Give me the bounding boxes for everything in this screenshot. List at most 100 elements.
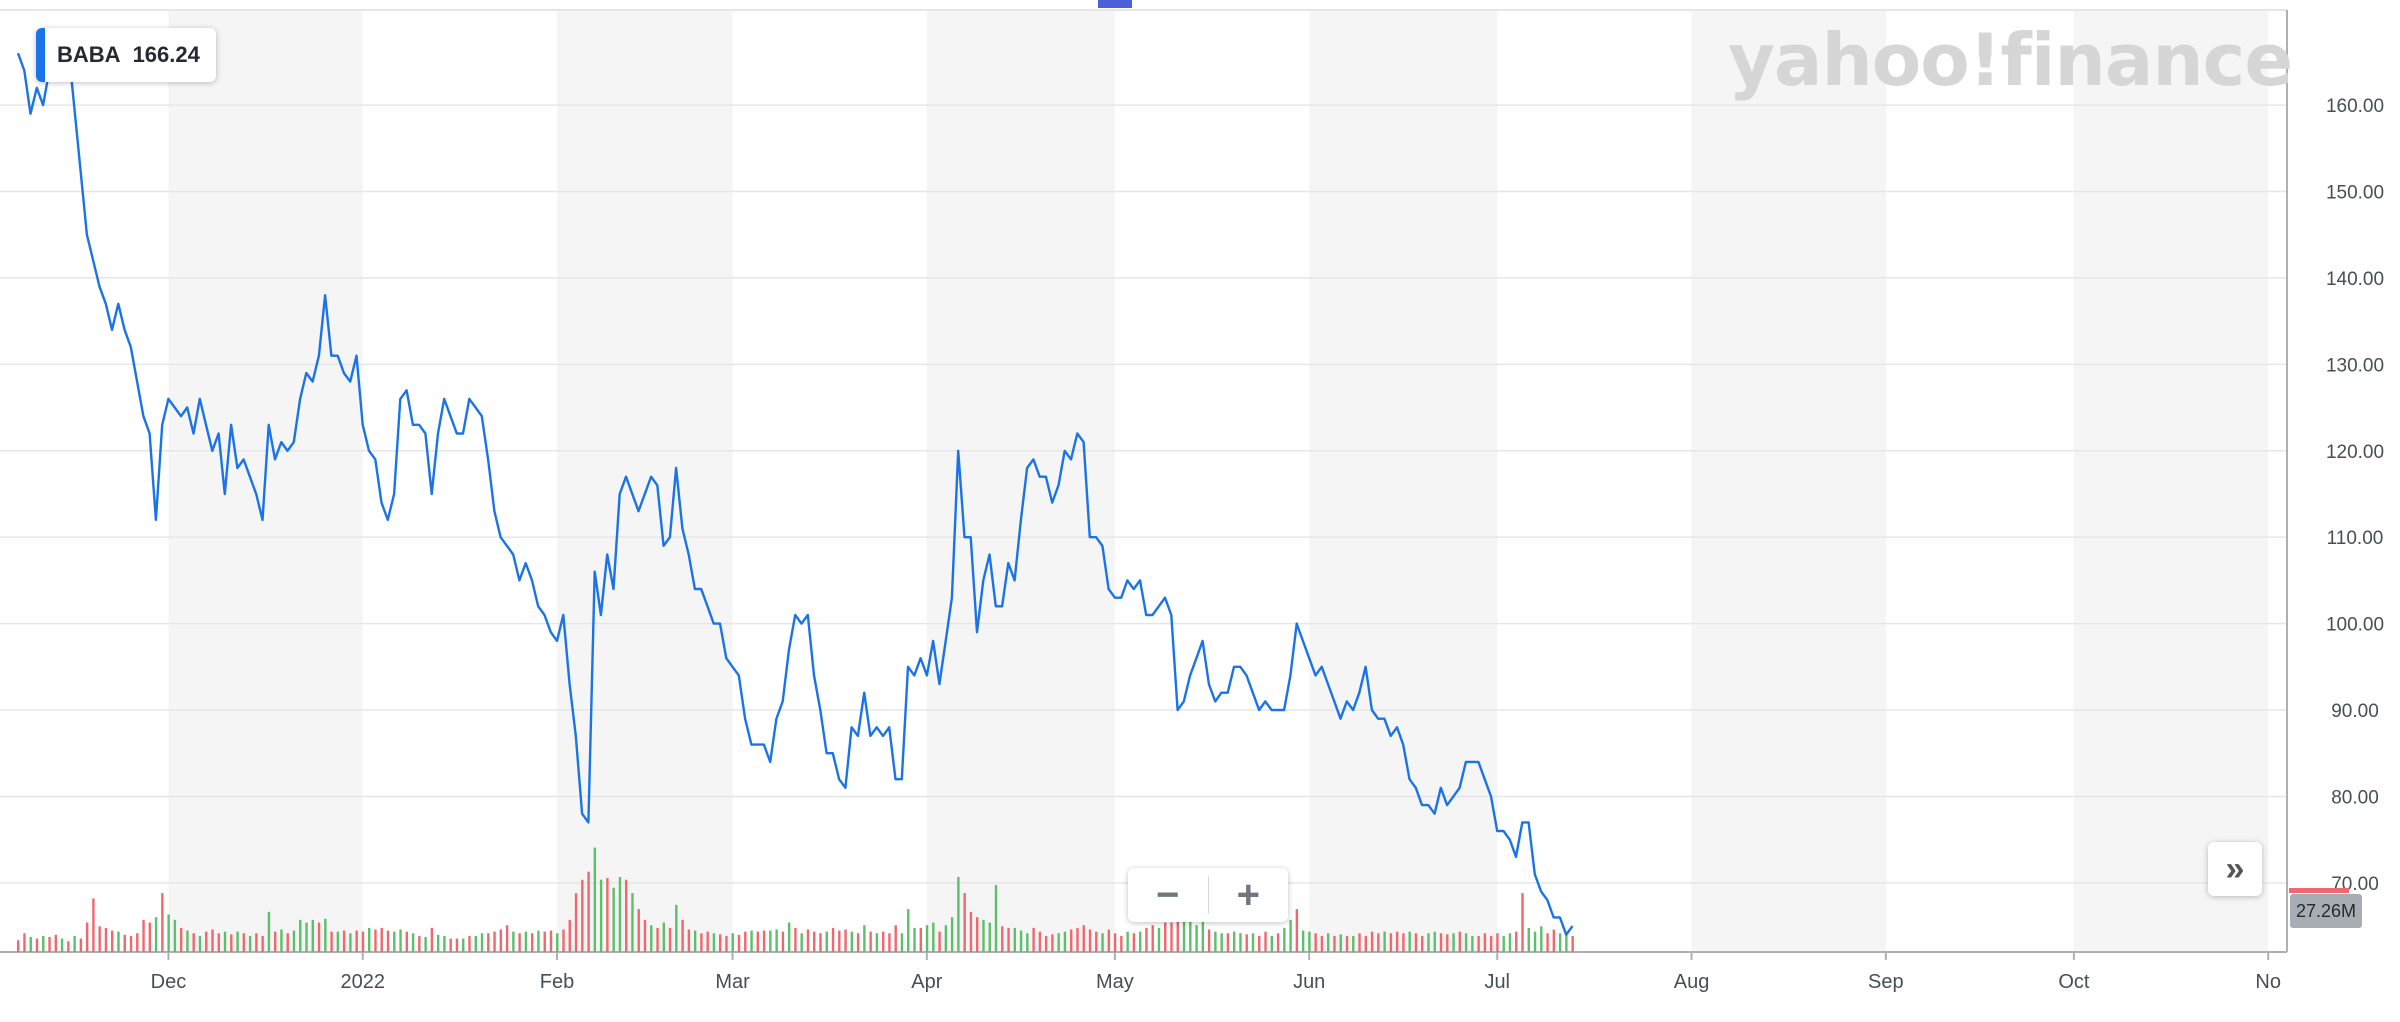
volume-bar xyxy=(349,933,352,952)
volume-bar xyxy=(881,931,885,952)
volume-bar xyxy=(1164,922,1167,952)
volume-bar xyxy=(480,933,484,952)
volume-bar xyxy=(1352,935,1355,952)
volume-bar xyxy=(631,893,634,952)
volume-bar xyxy=(706,931,709,952)
y-tick-label: 120.00 xyxy=(2326,442,2384,463)
volume-bar xyxy=(186,930,189,952)
volume-bar xyxy=(656,927,659,952)
volume-bar xyxy=(161,893,164,952)
y-tick-label: 140.00 xyxy=(2326,269,2384,290)
volume-bar xyxy=(530,933,534,952)
y-tick-label: 110.00 xyxy=(2327,528,2384,549)
volume-bar xyxy=(248,935,252,952)
volume-bar xyxy=(1113,933,1117,952)
volume-bar xyxy=(1264,931,1267,952)
volume-bar xyxy=(1395,931,1399,952)
volume-bar xyxy=(618,877,622,952)
volume-bar xyxy=(518,933,521,952)
volume-bar xyxy=(280,929,283,952)
volume-bar xyxy=(612,887,615,952)
price-line xyxy=(16,43,1574,936)
volume-bar xyxy=(819,933,822,952)
volume-bar xyxy=(662,922,665,952)
volume-bar xyxy=(593,847,597,952)
volume-bar xyxy=(217,933,220,952)
volume-bar xyxy=(1377,933,1380,952)
volume-bar xyxy=(462,938,465,952)
y-tick-label: 130.00 xyxy=(2326,355,2384,376)
volume-bar xyxy=(405,931,409,952)
volume-bar xyxy=(468,935,471,952)
volume-bar xyxy=(449,938,452,952)
volume-bar xyxy=(455,938,459,952)
volume-bar xyxy=(1088,929,1092,952)
volume-bar xyxy=(1552,929,1556,952)
volume-bar xyxy=(512,931,515,952)
volume-bar xyxy=(1276,933,1280,952)
volume-bar xyxy=(925,925,929,952)
volume-bar xyxy=(838,930,841,952)
month-band xyxy=(557,10,733,952)
volume-bar xyxy=(1138,931,1142,952)
volume-bar xyxy=(950,917,954,952)
volume-bar xyxy=(1176,898,1179,952)
volume-bar xyxy=(136,933,139,952)
volume-bar xyxy=(23,933,26,952)
volume-bar xyxy=(599,879,603,952)
volume-bar xyxy=(1007,927,1010,952)
volume-bar xyxy=(1533,931,1537,952)
volume-bar xyxy=(1565,931,1568,952)
volume-bar xyxy=(1251,933,1255,952)
volume-bar xyxy=(29,937,32,952)
volume-bar xyxy=(361,931,365,952)
volume-bar xyxy=(650,925,653,952)
volume-bar xyxy=(1370,931,1374,952)
volume-bar xyxy=(104,927,108,952)
volume-bar xyxy=(211,929,214,952)
volume-bar xyxy=(42,935,45,952)
volume-bar xyxy=(1308,931,1311,952)
volume-bar xyxy=(969,911,973,952)
x-tick-label: 2022 xyxy=(340,971,385,993)
volume-bar xyxy=(1245,934,1248,952)
volume-bar xyxy=(1214,931,1217,952)
volume-bar xyxy=(900,933,904,952)
volume-bar xyxy=(863,925,866,952)
volume-bar xyxy=(543,931,546,952)
volume-bar xyxy=(305,922,308,952)
zoom-in-button[interactable]: + xyxy=(1236,872,1260,917)
volume-bar xyxy=(299,919,302,952)
volume-bar xyxy=(994,885,998,952)
volume-bar xyxy=(725,935,728,952)
volume-bar xyxy=(98,926,101,952)
volume-bar xyxy=(731,933,734,952)
volume-bar xyxy=(825,931,828,952)
volume-bar xyxy=(963,893,966,952)
volume-bar xyxy=(775,929,778,952)
zoom-divider xyxy=(1207,876,1209,914)
expand-chart-icon[interactable]: » xyxy=(2208,842,2262,896)
volume-bar xyxy=(292,930,296,952)
volume-bar xyxy=(368,927,371,952)
volume-bar xyxy=(1032,927,1035,952)
zoom-out-button[interactable]: − xyxy=(1156,872,1180,917)
volume-bar xyxy=(179,927,183,952)
volume-bar xyxy=(311,919,314,952)
volume-bar xyxy=(1364,935,1368,952)
volume-bar xyxy=(474,935,477,952)
volume-bar xyxy=(1295,909,1299,952)
volume-bar xyxy=(1414,933,1418,952)
volume-bar xyxy=(443,935,446,952)
volume-bar xyxy=(1427,933,1430,952)
volume-bar xyxy=(92,898,95,952)
volume-bar xyxy=(1489,935,1493,952)
month-band xyxy=(2073,10,2269,952)
volume-bar xyxy=(499,929,503,952)
volume-bar xyxy=(1207,929,1211,952)
month-band xyxy=(926,10,1115,952)
volume-bar xyxy=(1070,929,1073,952)
volume-bar xyxy=(1314,933,1317,952)
volume-label: 27.26M xyxy=(2290,894,2362,928)
